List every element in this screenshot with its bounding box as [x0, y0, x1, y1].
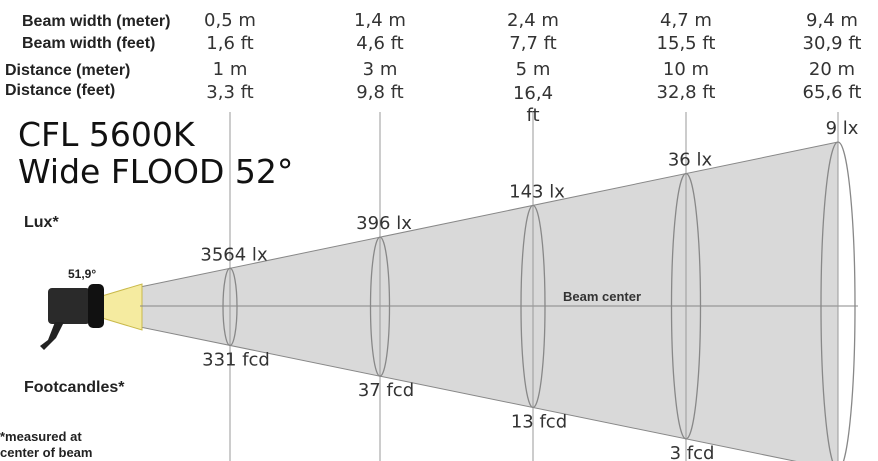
beam-m: 0,5 m [204, 10, 256, 31]
beam-ft: 1,6 ft [206, 33, 253, 54]
row-label: Beam width (feet) [22, 35, 155, 52]
row-label: Distance (meter) [5, 62, 130, 79]
row-label: Distance (feet) [5, 82, 115, 99]
lux-label: Lux* [24, 214, 59, 231]
lamp-cone [101, 283, 143, 331]
dist-m: 5 m [516, 59, 551, 80]
title: CFL 5600K [18, 115, 196, 154]
fcd: 37 fcd [358, 380, 414, 401]
beam-m: 9,4 m [806, 10, 858, 31]
beam-ft: 15,5 ft [657, 33, 716, 54]
fcd: 3 fcd [670, 443, 715, 461]
beam-m: 1,4 m [354, 10, 406, 31]
title: Wide FLOOD 52° [18, 152, 293, 191]
lux: 9 lx [826, 118, 859, 139]
dist-ft: 32,8 ft [657, 82, 716, 103]
beam-section [369, 236, 391, 377]
beam-m: 2,4 m [507, 10, 559, 31]
fcd: 13 fcd [511, 412, 567, 433]
lamp [40, 284, 104, 350]
dist-ft: 9,8 ft [356, 82, 403, 103]
lux: 143 lx [509, 181, 565, 202]
dist-ft: 65,6 ft [803, 82, 862, 103]
beam-m: 4,7 m [660, 10, 712, 31]
beam-section [670, 172, 702, 440]
beam-center: Beam center [563, 289, 641, 304]
dist-m: 10 m [663, 59, 709, 80]
lux: 396 lx [356, 213, 412, 234]
beam-section [820, 141, 856, 461]
angle: 51,9° [68, 267, 96, 281]
lux: 3564 lx [200, 244, 268, 265]
beam-ft: 30,9 ft [803, 33, 862, 54]
dist-m: 20 m [809, 59, 855, 80]
beam-ft: 7,7 ft [509, 33, 556, 54]
beam-ft: 4,6 ft [356, 33, 403, 54]
note: *measured at [0, 429, 82, 444]
dist-ft: 3,3 ft [206, 82, 253, 103]
row-label: Beam width (meter) [22, 13, 170, 30]
fcd: 331 fcd [202, 349, 270, 370]
note: center of beam [0, 445, 92, 460]
beam-section [222, 267, 238, 347]
lux: 36 lx [668, 150, 713, 171]
dist-ft: 16,4 ft [513, 83, 553, 126]
dist-m: 3 m [363, 59, 398, 80]
dist-m: 1 m [213, 59, 248, 80]
fcd-label: Footcandles* [24, 379, 125, 396]
beam-section [520, 204, 546, 409]
